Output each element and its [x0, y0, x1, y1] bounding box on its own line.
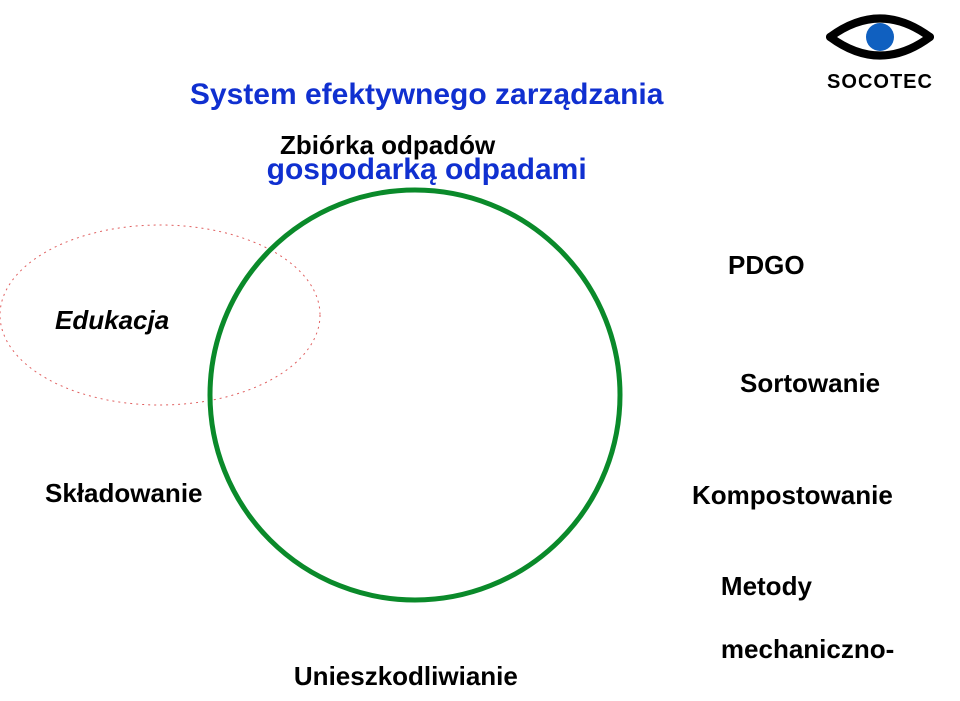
- label-metody: Metody mechaniczno- biologiczne: [692, 540, 894, 701]
- termiczne-line1: Unieszkodliwianie: [294, 661, 518, 691]
- label-termiczne: Unieszkodliwianie termiczne: [265, 630, 518, 701]
- label-skladowanie: Składowanie: [45, 478, 203, 509]
- metody-line2: mechaniczno-: [721, 634, 894, 664]
- metody-line1: Metody: [721, 571, 812, 601]
- label-pdgo: PDGO: [728, 250, 805, 281]
- label-sortowanie: Sortowanie: [740, 368, 880, 399]
- main-circle: [210, 190, 620, 600]
- metody-line3: biologiczne: [721, 696, 864, 701]
- diagram-stage: SOCOTEC System efektywnego zarządzania g…: [0, 0, 960, 701]
- label-edukacja: Edukacja: [55, 305, 169, 336]
- label-kompostowanie: Kompostowanie: [692, 480, 893, 511]
